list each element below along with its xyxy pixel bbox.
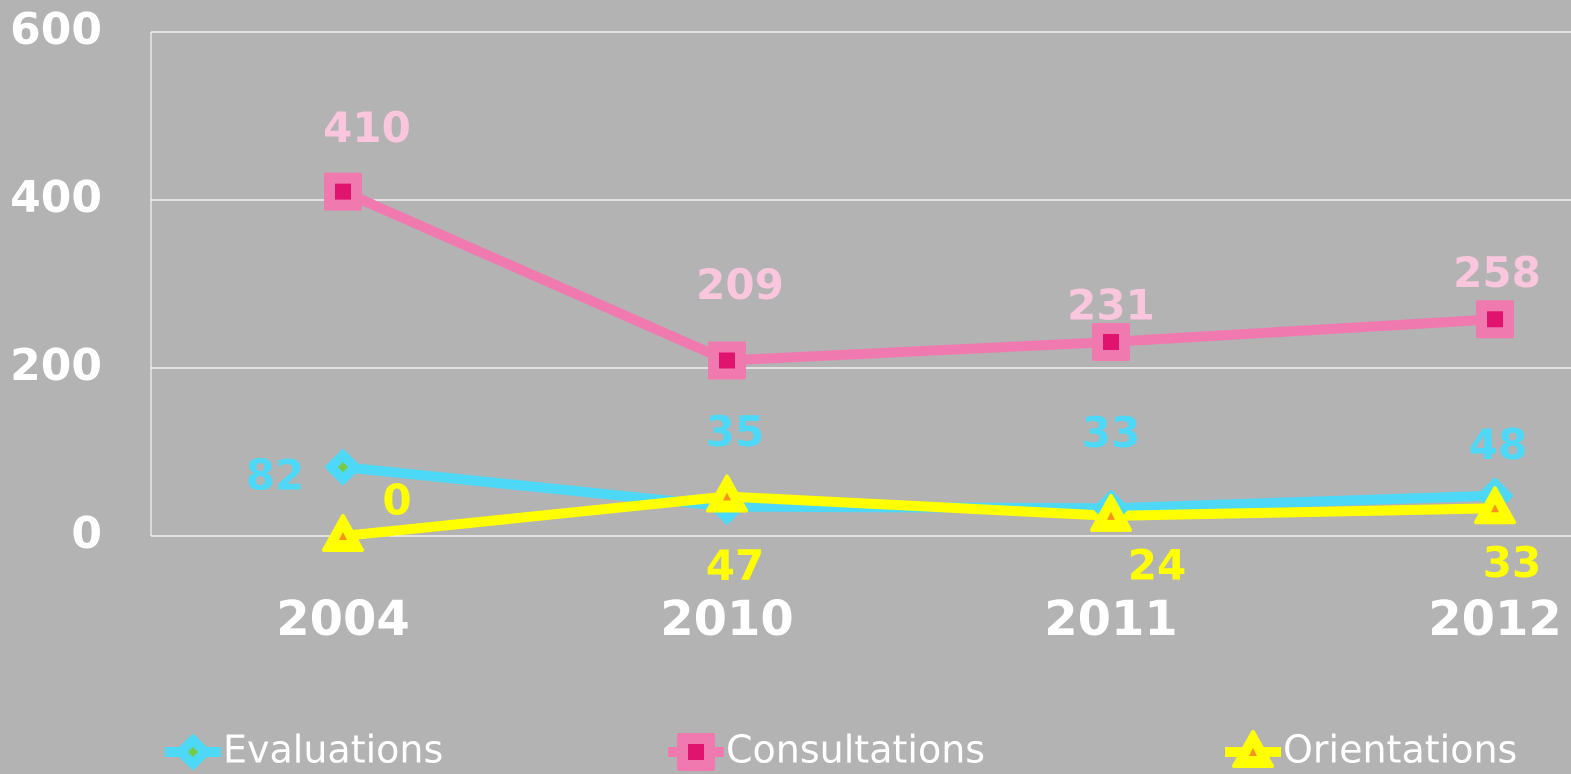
x-tick-label: 2011 (1044, 591, 1178, 647)
marker-center (338, 462, 348, 473)
marker-center (719, 352, 735, 369)
data-label: 35 (706, 407, 764, 456)
marker-center (1107, 511, 1115, 520)
data-label: 48 (1469, 420, 1527, 469)
marker-center (335, 183, 351, 200)
legend-label: Consultations (726, 728, 985, 772)
marker-center (188, 747, 198, 757)
x-tick-label: 2004 (276, 591, 410, 647)
marker-center (1103, 333, 1119, 350)
y-tick-label: 600 (10, 4, 102, 55)
data-label: 33 (1082, 408, 1140, 457)
data-label: 258 (1453, 248, 1541, 297)
series-line (340, 187, 1496, 366)
marker-center (1491, 504, 1499, 513)
data-label: 410 (323, 103, 411, 152)
data-label: 209 (696, 260, 784, 309)
marker-center (339, 532, 347, 540)
series-line (342, 491, 1496, 541)
x-tick-label: 2012 (1428, 591, 1562, 647)
y-tick-label: 200 (10, 340, 102, 391)
marker-center (1249, 748, 1257, 756)
y-tick-label: 400 (10, 172, 102, 223)
data-label: 0 (382, 476, 411, 525)
legend-label: Orientations (1283, 728, 1517, 772)
x-tick-label: 2010 (660, 591, 794, 647)
y-tick-label: 0 (71, 508, 102, 559)
data-label: 82 (246, 451, 304, 500)
marker-center (1487, 311, 1503, 328)
marker-center (688, 744, 704, 760)
data-label: 24 (1128, 540, 1186, 589)
legend-label: Evaluations (223, 728, 443, 772)
data-label: 33 (1483, 538, 1541, 587)
marker-center (723, 492, 731, 501)
data-label: 47 (706, 541, 764, 590)
data-label: 231 (1067, 280, 1155, 329)
